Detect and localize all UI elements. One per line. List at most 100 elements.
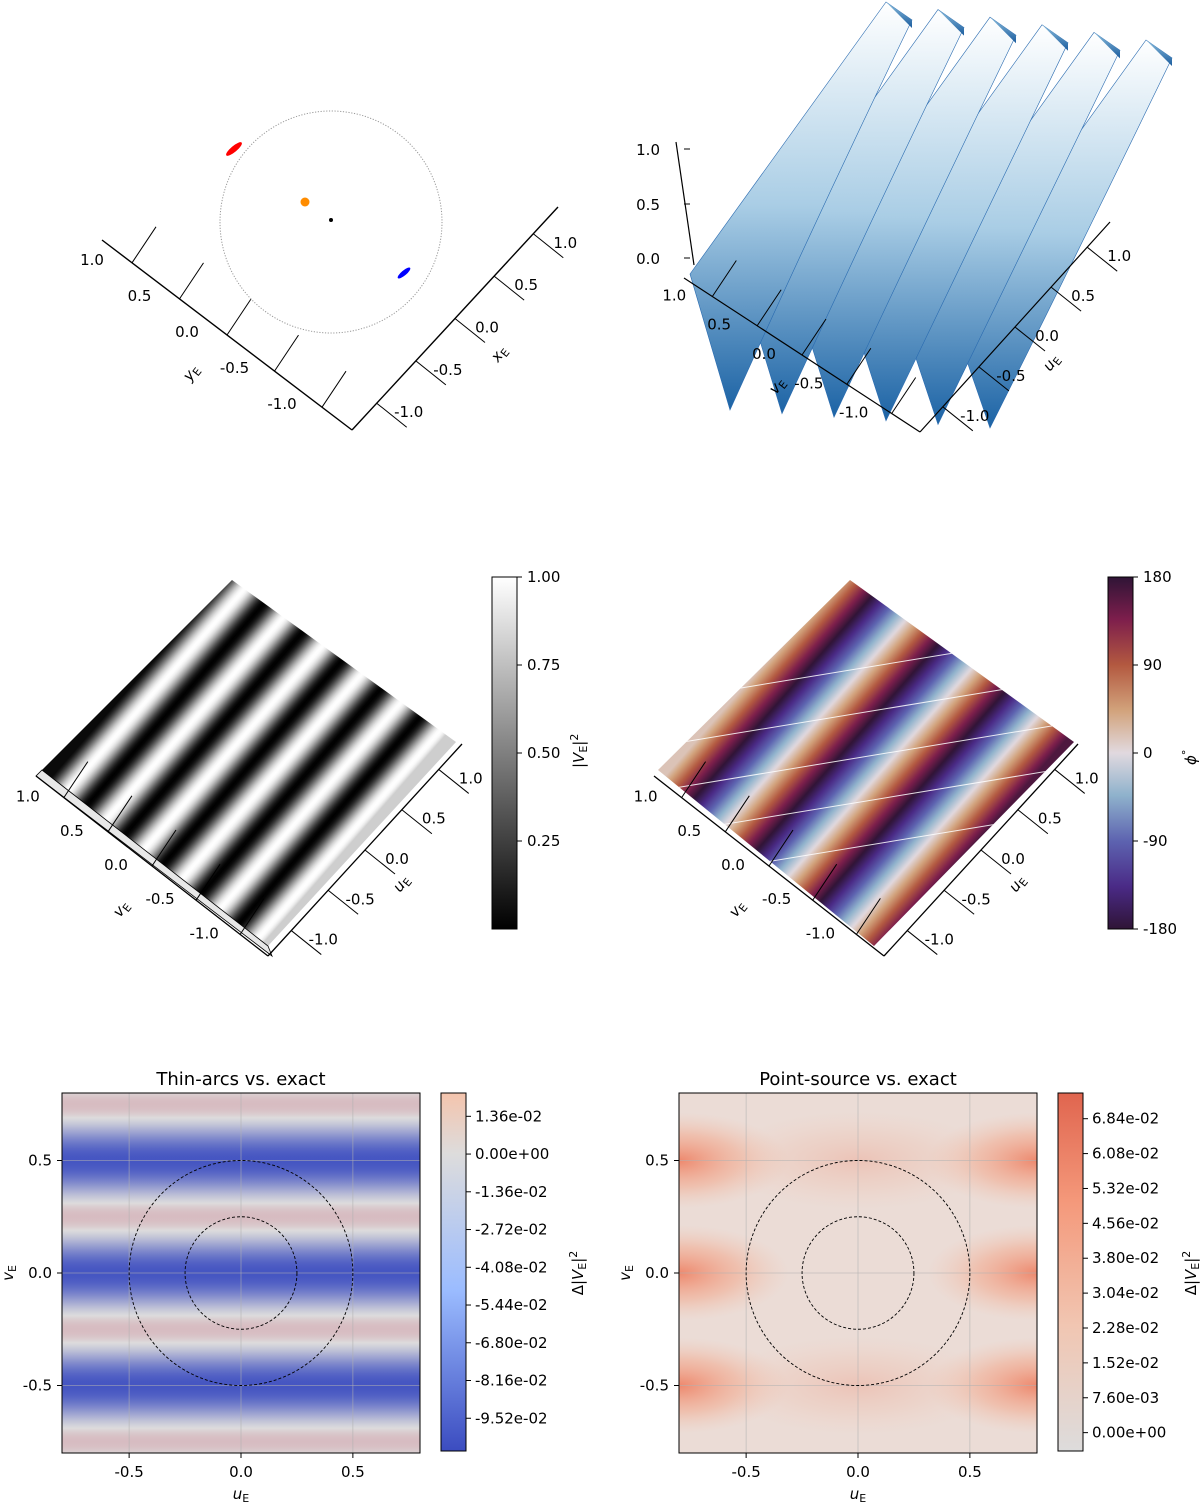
y-tick-label: -0.5 [23, 1377, 52, 1395]
v-axis-label: vE [725, 897, 751, 922]
v-tick-mark [756, 289, 782, 327]
reference-circle [801, 1216, 915, 1330]
colorbar-tick-label: -90 [1143, 832, 1168, 850]
u-tick-mark [1017, 809, 1049, 835]
x-tick-label: 1.0 [553, 234, 577, 252]
x-tick-label: 0.5 [958, 1463, 982, 1481]
v-tick-mark [151, 829, 177, 867]
v-tick-label: 0.0 [721, 856, 745, 874]
surface-fringe-crest [1094, 32, 1120, 59]
v-tick-mark [768, 829, 794, 867]
y-tick-label: -1.0 [267, 395, 296, 413]
colorbar-tick-label: 0.50 [527, 744, 560, 762]
v-tick-mark [846, 347, 872, 385]
colorbar-tick-label: 0 [1143, 744, 1153, 762]
colorbar-tick-label: -9.52e-02 [475, 1409, 548, 1427]
u-tick-mark [290, 930, 322, 955]
u-axis-label: uE [1005, 871, 1031, 896]
colorbar-tick-label: 0.25 [527, 832, 560, 850]
plot-title: Thin-arcs vs. exact [155, 1069, 325, 1090]
x-axis-label: xE [486, 342, 512, 368]
v-tick-label: -1.0 [806, 924, 835, 942]
colorbar [491, 576, 518, 930]
point-source-residual-plot: Point-source vs. exact -0.5 0.0 0.50.50.0-… [616, 1069, 1200, 1502]
y-tick-mark [179, 262, 204, 300]
y-axis-label: vE [616, 1265, 636, 1281]
u-tick-label: 1.0 [1075, 769, 1099, 787]
colorbar-tick-label: 1.52e-02 [1092, 1354, 1159, 1372]
u-tick-mark [401, 809, 433, 835]
phase-contour-line [658, 679, 1060, 764]
v-tick-label: 1.0 [16, 788, 40, 806]
y-tick-mark [226, 298, 252, 336]
colorbar-tick-label: 6.08e-02 [1092, 1145, 1159, 1163]
u-tick-label: 1.0 [1107, 247, 1131, 265]
colorbar-tick-label: 3.04e-02 [1092, 1284, 1159, 1302]
v-tick-label: 1.0 [662, 286, 686, 304]
colorbar-label: Δ|VE|2 [1180, 1251, 1200, 1296]
x-tick-mark [493, 275, 525, 301]
colorbar-ticks: 1.00 0.75 0.50 0.25 [517, 568, 560, 850]
u-tick-mark [438, 769, 470, 794]
thin-arcs-residual-plot: Thin-arcs vs. exact -0.5 0.0 0.50.50.0-0.5… [0, 1069, 589, 1502]
v-tick-label: -0.5 [794, 374, 823, 392]
v-tick-mark [855, 898, 881, 935]
x-tick-label: 0.5 [341, 1463, 365, 1481]
reference-circle [745, 1160, 971, 1386]
surface-fringe-crest [886, 2, 912, 28]
y-tick-label: -0.5 [640, 1377, 669, 1395]
amplitude-map: 1.0 0.5 0.0 -0.5 -1.0 -1.0 -0.5 0.0 0.5 1.0 vE uE… [16, 568, 590, 958]
v-tick-mark [724, 795, 750, 833]
phase-contour-line [658, 642, 1018, 727]
colorbar-ticks: 180 90 0 -90 -180 [1133, 568, 1177, 938]
colorbar [440, 1092, 467, 1452]
v-axis-label: vE [109, 897, 135, 922]
unit-circle [219, 110, 443, 334]
z-tick-label: 0.5 [636, 196, 660, 214]
amplitude-ticks: 1.0 0.5 0.0 -0.5 -1.0 -1.0 -0.5 0.0 0.5 1.0 [16, 761, 483, 955]
v-tick-mark [681, 761, 707, 798]
u-tick-mark [327, 889, 359, 915]
colorbar-tick-label: -1.36e-02 [475, 1183, 548, 1201]
lens-center-point [329, 218, 333, 222]
surface-plot: 0.0 0.5 1.0 1.0 0.5 0.0 -0.5 -1.0 -1.0 -0.5 0.0 0.5… [636, 1, 1173, 433]
v-tick-label: -0.5 [762, 890, 791, 908]
v-tick-label: -1.0 [190, 924, 219, 942]
surface-fringe-crest [990, 17, 1016, 44]
colorbar-tick-label: 2.28e-02 [1092, 1319, 1159, 1337]
colorbar-tick-label: 5.32e-02 [1092, 1179, 1159, 1197]
v-tick-label: 0.5 [707, 316, 731, 334]
phase-contour-line [658, 717, 1074, 802]
x-tick-label: 0.0 [846, 1463, 870, 1481]
colorbar [1057, 1092, 1084, 1452]
u-tick-mark [943, 889, 975, 915]
y-tick-mark [131, 226, 157, 264]
u-tick-mark [1054, 769, 1086, 794]
y-tick-label: 0.5 [128, 287, 152, 305]
reference-circles [128, 1160, 354, 1386]
v-tick-label: 0.5 [60, 822, 84, 840]
u-tick-label: 0.5 [1071, 287, 1095, 305]
reference-circle [184, 1216, 298, 1330]
x-tick-label: 0.0 [475, 319, 499, 337]
reference-circle [128, 1160, 354, 1386]
x-tick-label: -0.5 [731, 1463, 760, 1481]
y-tick-label: 0.0 [645, 1264, 669, 1282]
y-tick-label: 0.0 [28, 1264, 52, 1282]
v-tick-mark [63, 761, 89, 798]
v-tick-mark [812, 863, 838, 901]
colorbar-tick-label: -5.44e-02 [475, 1296, 548, 1314]
u-axis-label: uE [1039, 350, 1065, 375]
surface-fringe-crest [1042, 24, 1068, 51]
colorbar-label: ϕ° [1180, 750, 1200, 765]
u-tick-label: 0.0 [385, 850, 409, 868]
geometry-plot: 1.0 0.5 0.0 -0.5 -1.0 -1.0 -0.5 0.0 0.5 1.0 yE xE [80, 110, 577, 431]
v-tick-mark [891, 377, 917, 414]
u-tick-mark [980, 849, 1012, 875]
u-tick-label: -1.0 [925, 931, 954, 949]
colorbar-tick-label: 90 [1143, 656, 1162, 674]
phase-ticks: 1.0 0.5 0.0 -0.5 -1.0 -1.0 -0.5 0.0 0.5 1.0 [634, 761, 1099, 955]
x-tick-label: 0.5 [514, 276, 538, 294]
surface-ticks: 0.0 0.5 1.0 1.0 0.5 0.0 -0.5 -1.0 -1.0 -0.5 0.0 0.5… [636, 141, 1131, 432]
u-tick-label: -1.0 [309, 931, 338, 949]
